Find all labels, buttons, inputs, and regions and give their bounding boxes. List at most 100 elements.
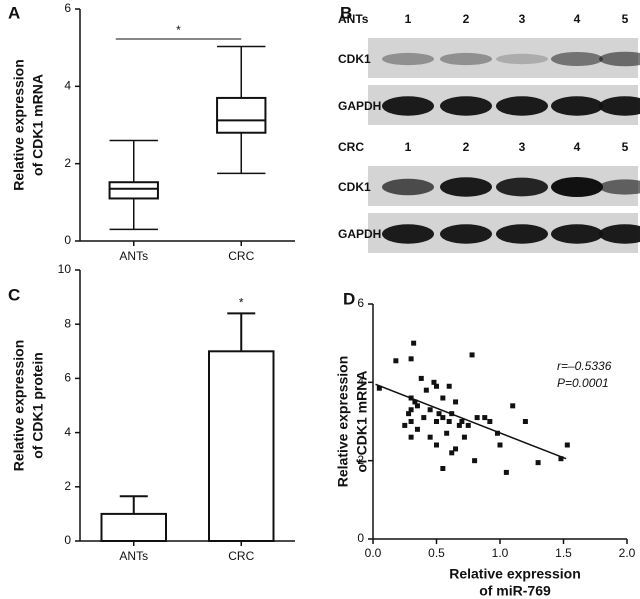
point: [461, 434, 467, 440]
group-label: CRC: [338, 140, 364, 154]
point: [440, 466, 446, 471]
band: [382, 52, 434, 66]
point: [459, 419, 465, 424]
y-tick-label: 0: [64, 533, 71, 547]
point: [494, 430, 500, 436]
lane-label: 5: [622, 140, 629, 154]
lane-label: 1: [405, 12, 412, 26]
band: [496, 224, 548, 244]
y-tick-label: 6: [357, 296, 364, 310]
band: [382, 178, 434, 196]
y-tick-label: 2: [64, 479, 71, 493]
point: [472, 458, 478, 464]
point: [436, 411, 442, 417]
point: [558, 456, 564, 462]
lane-label: 3: [519, 140, 526, 154]
row-label: CDK1: [338, 52, 371, 66]
y-axis-label: of CDK1 mRNA: [354, 371, 370, 473]
point: [408, 407, 414, 413]
point: [453, 399, 459, 405]
x-tick-label: 0.0: [365, 546, 382, 560]
band: [551, 224, 603, 244]
bar: [100, 512, 167, 543]
point: [376, 385, 382, 391]
lane-label: 4: [574, 12, 581, 26]
band: [496, 177, 548, 197]
point: [406, 411, 412, 417]
y-tick-label: 4: [64, 79, 71, 93]
band: [599, 96, 640, 116]
lane-label: 3: [519, 12, 526, 26]
band: [599, 51, 640, 67]
point: [503, 469, 509, 475]
point: [535, 460, 541, 466]
x-axis-label: of miR-769: [479, 583, 551, 599]
point: [393, 358, 399, 364]
annotation: r=–0.5336: [557, 359, 612, 373]
point: [423, 387, 429, 393]
point: [449, 450, 455, 456]
point: [411, 340, 417, 346]
lane-label: 2: [463, 12, 470, 26]
point: [418, 375, 424, 381]
point: [497, 442, 503, 448]
y-axis-label: of CDK1 mRNA: [30, 74, 46, 176]
group-label: ANTs: [338, 12, 369, 26]
point: [456, 422, 462, 428]
band: [551, 96, 603, 116]
band: [440, 224, 492, 244]
band: [440, 177, 492, 197]
point: [446, 383, 452, 389]
band: [599, 179, 640, 195]
x-tick-label: 1.5: [555, 546, 572, 560]
y-tick-label: 4: [357, 375, 364, 389]
point: [431, 379, 437, 385]
bar: [208, 350, 275, 542]
point: [412, 399, 418, 405]
point: [446, 419, 452, 424]
point: [453, 446, 459, 452]
point: [408, 419, 414, 424]
y-axis-label: Relative expression: [11, 340, 27, 472]
point: [434, 442, 439, 448]
point: [487, 419, 493, 424]
x-tick-label: ANTs: [119, 249, 148, 263]
box: [108, 181, 159, 200]
lane-label: 5: [622, 12, 629, 26]
box: [216, 96, 267, 134]
x-tick-label: CRC: [228, 549, 254, 563]
point: [408, 356, 414, 362]
point: [440, 415, 446, 421]
band: [440, 96, 492, 116]
significance: *: [176, 23, 181, 37]
point: [510, 403, 516, 409]
band: [382, 224, 434, 244]
point: [434, 419, 439, 424]
row-label: GAPDH: [338, 227, 381, 241]
x-axis-label: Relative expression: [449, 566, 581, 582]
x-tick-label: CRC: [228, 249, 254, 263]
y-axis-label: of CDK1 protein: [30, 352, 46, 459]
y-axis-label: Relative expression: [335, 356, 351, 488]
band: [599, 224, 640, 244]
band: [551, 177, 603, 197]
point: [427, 407, 433, 413]
band: [440, 52, 492, 66]
point: [522, 419, 528, 424]
fit-line: [375, 383, 567, 460]
point: [465, 422, 471, 428]
x-tick-label: ANTs: [119, 549, 148, 563]
point: [402, 422, 408, 428]
point: [564, 442, 570, 448]
point: [408, 434, 414, 440]
y-axis-label: Relative expression: [11, 59, 27, 191]
y-tick-label: 2: [357, 453, 364, 467]
point: [414, 403, 420, 409]
x-tick-label: 2.0: [619, 546, 636, 560]
lane-label: 2: [463, 140, 470, 154]
point: [421, 415, 427, 421]
y-tick-label: 10: [58, 262, 72, 276]
band: [496, 96, 548, 116]
band: [496, 53, 548, 65]
